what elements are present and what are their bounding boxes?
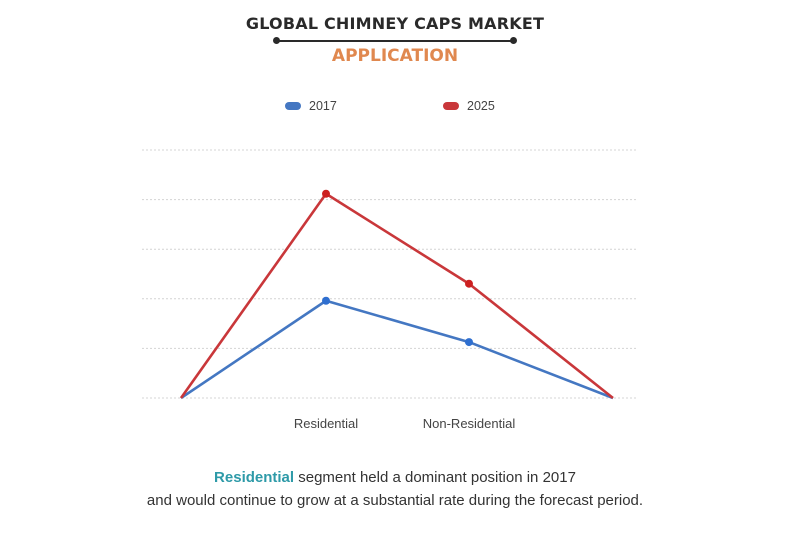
- legend-item-2025: 2025: [443, 99, 495, 113]
- data-point-2025-residential: [322, 189, 330, 198]
- caption-line-1: Residential segment held a dominant posi…: [0, 466, 790, 489]
- title-underline: [276, 40, 514, 42]
- caption: Residential segment held a dominant posi…: [0, 466, 790, 512]
- title-underline-left-dot: [273, 37, 280, 44]
- series-line-2017: [180, 299, 614, 400]
- caption-line-1-rest: segment held a dominant position in 2017: [294, 469, 576, 486]
- x-tick-label: Residential: [294, 416, 358, 431]
- legend-item-2017: 2017: [285, 99, 337, 113]
- series-line-2025: [179, 192, 614, 400]
- title-underline-right-dot: [510, 37, 517, 44]
- legend-label-2017: 2017: [309, 99, 337, 113]
- caption-highlight: Residential: [214, 469, 295, 486]
- legend-swatch-2017: [285, 102, 301, 110]
- chart-title: GLOBAL CHIMNEY CAPS MARKET: [245, 14, 545, 33]
- legend-label-2025: 2025: [467, 99, 495, 113]
- data-point-2025-non-residential: [465, 279, 473, 288]
- data-point-2017-residential: [322, 296, 330, 305]
- series-markers: [322, 189, 473, 347]
- x-axis-labels: Residential Non-Residential: [294, 416, 516, 431]
- series-lines: [179, 192, 614, 400]
- chart-subtitle: APPLICATION: [331, 46, 459, 66]
- caption-line-2: and would continue to grow at a substant…: [146, 492, 644, 509]
- x-tick-label: Non-Residential: [423, 416, 516, 431]
- data-point-2017-non-residential: [465, 338, 473, 347]
- gridlines: [142, 149, 636, 399]
- legend-swatch-2025: [443, 102, 459, 110]
